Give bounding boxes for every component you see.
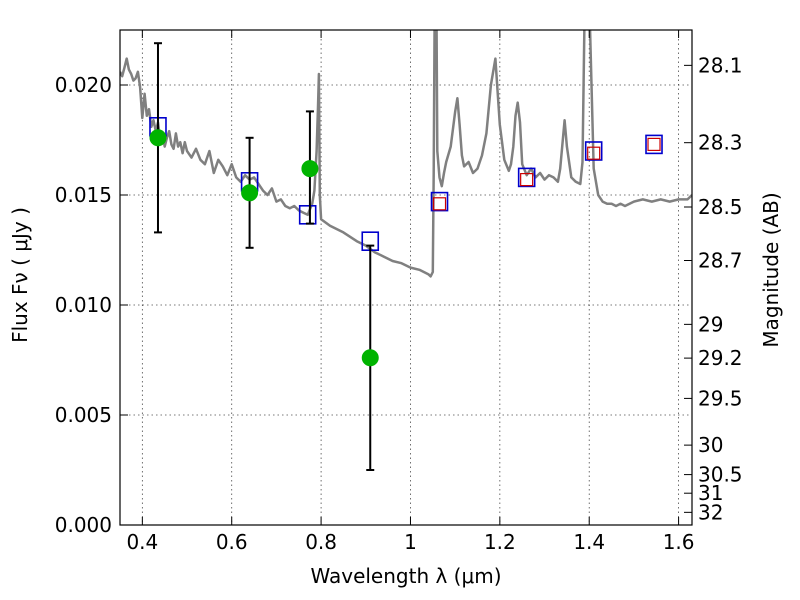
y-tick-label: 0.010 [55, 293, 112, 317]
x-tick-label: 1.4 [573, 530, 605, 554]
x-tick-label: 0.8 [305, 530, 337, 554]
right-tick-label: 30.5 [698, 463, 743, 487]
y-tick-label: 0.015 [55, 183, 112, 207]
observed-flux-point [301, 160, 319, 178]
template-flux-square [645, 134, 663, 155]
x-axis-title: Wavelength λ (μm) [310, 564, 501, 588]
plot-frame [119, 29, 693, 526]
right-tick-label: 28.3 [698, 131, 743, 155]
x-tick-label: 0.4 [126, 530, 158, 554]
x-tick-label: 1.6 [663, 530, 695, 554]
x-tick-label: 1.2 [484, 530, 516, 554]
axis-ticks: 0.4 0.6 0.8 1 1.2 1.4 1.6 0.000 0.005 0.010 0.015 0… [55, 30, 743, 554]
right-tick-label: 28.7 [698, 249, 743, 273]
observed-flux-point [361, 349, 379, 367]
model-flux-square [432, 197, 447, 211]
template-flux-square [430, 191, 449, 212]
y-tick-label: 0.000 [55, 513, 112, 537]
right-tick-label: 28.5 [698, 195, 743, 219]
right-tick-label: 28.1 [698, 53, 743, 77]
right-tick-label: 29.5 [698, 386, 743, 410]
right-axis-title: Magnitude (AB) [759, 192, 783, 347]
right-tick-label: 31 [698, 481, 723, 505]
right-tick-label: 29.2 [698, 346, 743, 370]
x-tick-label: 1 [404, 530, 417, 554]
plot-area [120, 30, 692, 471]
model-flux-square [520, 173, 534, 187]
right-tick-label: 30 [698, 433, 723, 457]
template-flux-square [584, 141, 603, 161]
y-axis-title: Flux Fν ( μJy ) [8, 207, 32, 343]
grid-lines [120, 30, 692, 526]
right-tick-label: 32 [698, 500, 723, 524]
observed-flux-point [149, 129, 167, 147]
sed-template-line [120, 30, 692, 278]
x-tick-label: 0.6 [216, 530, 248, 554]
model-flux-square [587, 146, 601, 160]
y-tick-label: 0.020 [55, 73, 112, 97]
y-tick-label: 0.005 [55, 403, 112, 427]
template-flux-square [517, 167, 536, 188]
observed-flux-point [241, 184, 259, 202]
right-tick-label: 29 [698, 312, 723, 336]
model-flux-square [647, 137, 661, 151]
